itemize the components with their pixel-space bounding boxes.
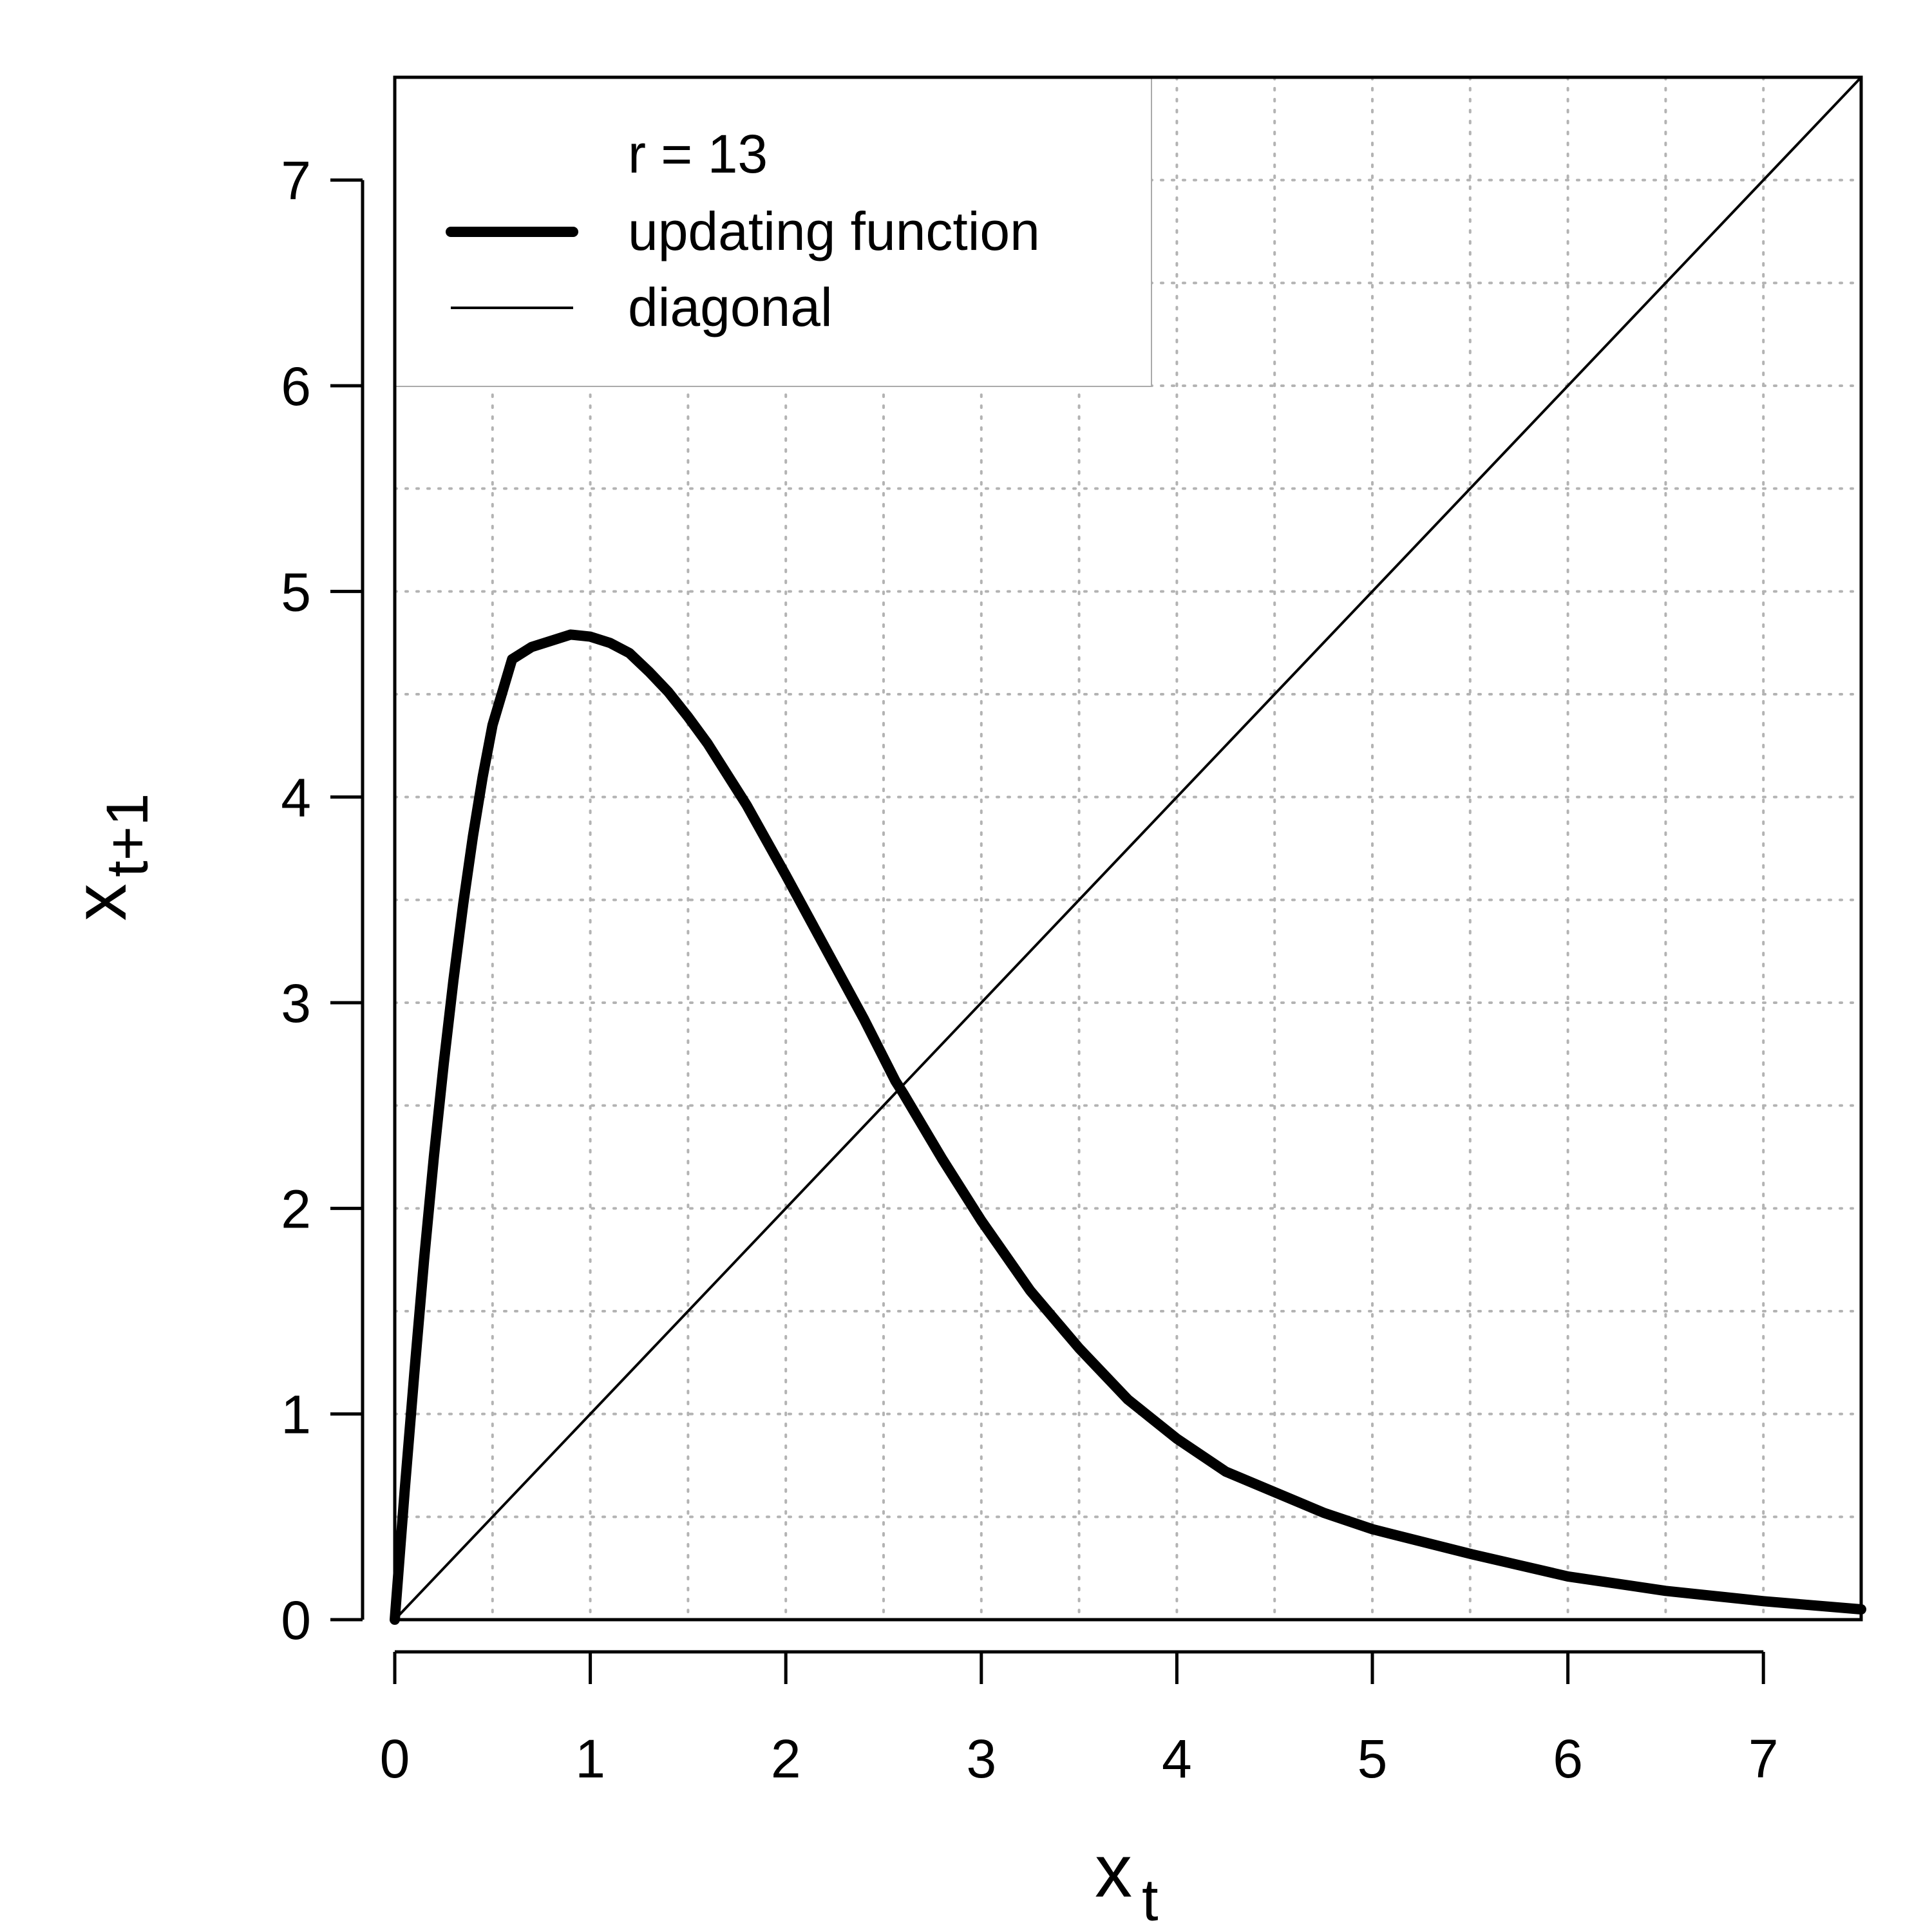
y-axis-label-base: x xyxy=(58,884,142,921)
y-axis-label-subscript: t+1 xyxy=(95,793,160,877)
y-tick-label: 6 xyxy=(281,356,311,417)
y-tick-label: 2 xyxy=(281,1179,311,1239)
y-tick-label: 5 xyxy=(281,562,311,622)
y-axis: 0 1 2 3 4 5 6 7 xyxy=(281,151,365,1651)
y-tick-label: 3 xyxy=(281,973,311,1034)
x-tick-label: 3 xyxy=(966,1728,996,1789)
y-tick-label: 4 xyxy=(281,768,311,828)
x-tick-label: 4 xyxy=(1162,1728,1192,1789)
x-tick-label: 0 xyxy=(380,1728,410,1789)
series-line-updating-function xyxy=(390,629,1866,1625)
y-tick-label: 7 xyxy=(281,151,311,211)
y-tick-label: 0 xyxy=(281,1590,311,1651)
legend-label-updating-function: updating function xyxy=(628,201,1040,261)
legend-title: r = 13 xyxy=(628,124,768,184)
x-tick-label: 6 xyxy=(1553,1728,1583,1789)
y-axis-label: x t+1 xyxy=(58,793,160,921)
series-lines xyxy=(390,76,1866,1625)
y-tick-label: 1 xyxy=(281,1385,311,1445)
x-axis-label-subscript: t xyxy=(1142,1868,1159,1932)
legend: r = 13 updating function diagonal xyxy=(394,77,1152,387)
x-tick-label: 2 xyxy=(771,1728,801,1789)
x-tick-label: 1 xyxy=(575,1728,605,1789)
x-tick-label: 7 xyxy=(1748,1728,1779,1789)
x-tick-label: 5 xyxy=(1358,1728,1388,1789)
x-axis: 0 1 2 3 4 5 6 7 xyxy=(380,1650,1779,1789)
x-axis-label: x t xyxy=(1095,1829,1159,1932)
plot-frame xyxy=(393,75,1863,1622)
x-axis-label-base: x xyxy=(1095,1829,1132,1913)
legend-label-diagonal: diagonal xyxy=(628,277,833,337)
series-line-diagonal xyxy=(393,76,1862,1621)
